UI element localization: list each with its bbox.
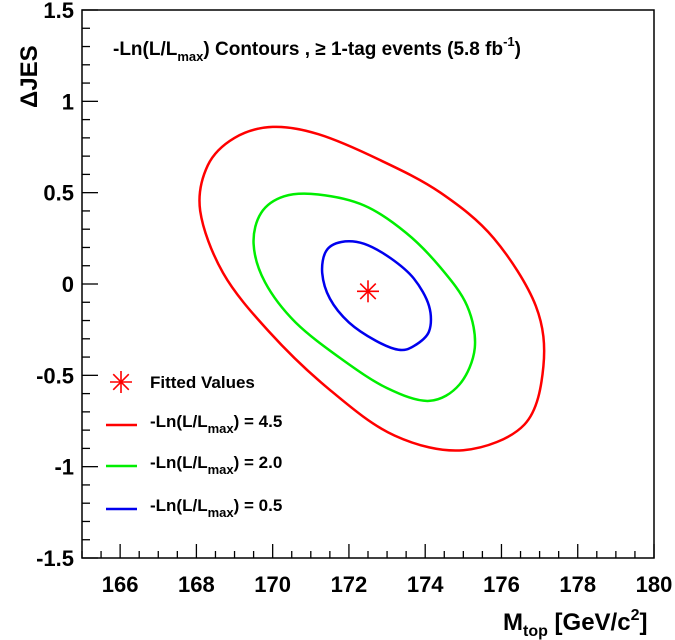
legend-label-0: -Ln(L/Lmax) = 4.5	[150, 412, 282, 436]
y-axis-ticks: -1.5 -1 -0.5 0 0.5 1 1.5	[36, 0, 98, 571]
x-tick-label: 180	[636, 572, 673, 597]
fitted-value-star	[357, 280, 379, 302]
x-tick-label: 178	[559, 572, 596, 597]
contour-lines	[199, 127, 544, 451]
chart-title: -Ln(L/Lmax) Contours , ≥ 1-tag events (5…	[113, 34, 521, 64]
legend-star	[110, 371, 132, 393]
y-tick-label: 1.5	[43, 0, 74, 23]
y-tick-label: -0.5	[36, 363, 74, 388]
x-axis-ticks: 166 168 170 172 174 176 178 180	[82, 544, 672, 597]
legend-fitted-marker	[110, 371, 132, 393]
legend-label-2: -Ln(L/Lmax) = 0.5	[150, 496, 282, 520]
x-tick-label: 174	[407, 572, 444, 597]
y-tick-label: -1.5	[36, 546, 74, 571]
contour-line-2	[322, 241, 431, 350]
x-tick-label: 172	[331, 572, 368, 597]
legend: Fitted Values -Ln(L/Lmax) = 4.5 -Ln(L/Lma…	[106, 371, 282, 520]
contour-line-0	[199, 127, 544, 451]
legend-label-1: -Ln(L/Lmax) = 2.0	[150, 453, 282, 477]
y-axis-label: ΔJES	[16, 45, 43, 108]
fitted-value-marker	[357, 280, 379, 302]
x-tick-label: 170	[254, 572, 291, 597]
y-tick-label: 1	[62, 89, 74, 114]
x-tick-label: 168	[178, 572, 215, 597]
y-tick-label: 0.5	[43, 181, 74, 206]
x-tick-label: 176	[483, 572, 520, 597]
contour-line-1	[254, 194, 476, 401]
y-tick-label: -1	[54, 455, 74, 480]
x-tick-label: 166	[102, 572, 139, 597]
legend-fitted-label: Fitted Values	[150, 373, 255, 392]
x-axis-label: Mtop [GeV/c2]	[503, 607, 647, 640]
y-tick-label: 0	[62, 272, 74, 297]
